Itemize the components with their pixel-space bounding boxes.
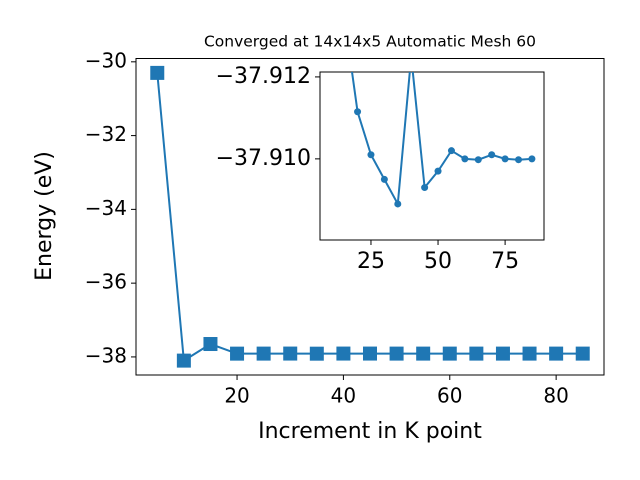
x-tick-label: 25 bbox=[357, 249, 385, 274]
y-axis-label: Energy (eV) bbox=[32, 151, 57, 281]
marker bbox=[495, 346, 510, 361]
marker bbox=[363, 346, 377, 361]
marker bbox=[203, 337, 218, 352]
x-tick-label: 50 bbox=[424, 249, 452, 274]
marker bbox=[442, 346, 457, 361]
marker bbox=[447, 147, 455, 155]
marker bbox=[256, 346, 271, 361]
marker bbox=[367, 151, 375, 159]
marker bbox=[416, 346, 431, 361]
marker bbox=[575, 346, 590, 361]
marker bbox=[434, 167, 442, 175]
marker bbox=[380, 175, 388, 183]
x-tick-label: 75 bbox=[491, 249, 519, 274]
marker bbox=[461, 155, 469, 163]
marker bbox=[230, 346, 245, 361]
x-tick-label: 20 bbox=[224, 384, 249, 408]
plot-content bbox=[150, 65, 590, 368]
marker bbox=[469, 346, 484, 361]
marker bbox=[150, 65, 165, 80]
marker bbox=[421, 184, 429, 192]
marker bbox=[341, 12, 348, 19]
y-tick-label: −34 bbox=[85, 196, 127, 220]
marker bbox=[283, 346, 298, 361]
y-tick-label: −36 bbox=[85, 270, 127, 294]
x-tick-label: 80 bbox=[543, 384, 568, 408]
marker bbox=[176, 353, 191, 368]
marker bbox=[389, 346, 404, 361]
marker bbox=[394, 200, 402, 208]
marker bbox=[474, 156, 482, 164]
x-axis-label: Increment in K point bbox=[258, 419, 482, 444]
marker bbox=[528, 155, 536, 163]
marker bbox=[488, 151, 496, 159]
plot-area bbox=[319, 71, 545, 241]
marker bbox=[501, 155, 509, 163]
marker bbox=[515, 156, 523, 164]
chart-title: Converged at 14x14x5 Automatic Mesh 60 bbox=[204, 33, 536, 51]
y-tick-label: −30 bbox=[85, 48, 127, 72]
marker bbox=[522, 346, 537, 361]
plot-content bbox=[341, 12, 536, 208]
marker bbox=[549, 346, 564, 361]
y-tick-label: −37.910 bbox=[216, 146, 311, 171]
y-tick-label: −37.912 bbox=[216, 64, 311, 89]
x-tick-label: 60 bbox=[437, 384, 462, 408]
x-tick-label: 40 bbox=[331, 384, 356, 408]
y-tick-label: −38 bbox=[85, 343, 127, 367]
marker bbox=[354, 108, 362, 116]
marker bbox=[309, 346, 324, 361]
marker bbox=[336, 346, 351, 361]
y-tick-label: −32 bbox=[85, 122, 127, 146]
